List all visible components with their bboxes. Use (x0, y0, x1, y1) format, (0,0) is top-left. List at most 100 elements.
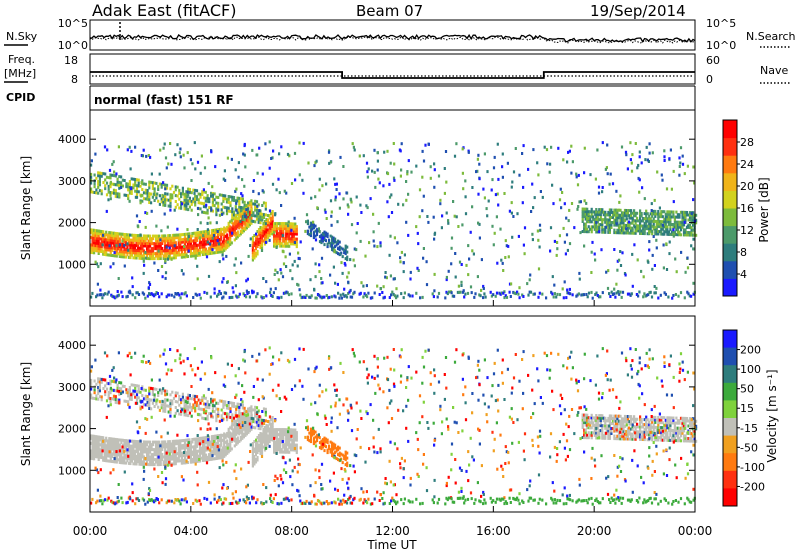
velocity-cell (90, 449, 93, 453)
power-cell (329, 273, 332, 277)
power-cell (241, 210, 244, 214)
velocity-cell (141, 445, 144, 449)
power-cell (100, 237, 103, 241)
power-cell (563, 202, 566, 206)
power-cell (279, 237, 282, 241)
velocity-cell (212, 452, 215, 456)
velocity-cell (112, 388, 116, 392)
power-cell (523, 252, 526, 256)
velocity-cell (174, 394, 177, 398)
power-cell (204, 252, 208, 256)
velocity-cell (173, 452, 176, 456)
power-cell (115, 242, 118, 246)
power-cell (153, 244, 156, 248)
velocity-cell (108, 444, 111, 448)
power-cell (335, 251, 338, 255)
power-cell (124, 238, 127, 242)
power-cell (376, 168, 379, 172)
power-cell (104, 187, 107, 191)
velocity-cell (116, 383, 119, 387)
power-cell (217, 245, 220, 249)
power-cell (136, 251, 140, 255)
power-cell (114, 174, 117, 178)
power-cell (111, 249, 114, 252)
velocity-cell (286, 435, 289, 439)
power-cell (93, 191, 96, 194)
power-cell (145, 154, 148, 158)
power-cell (229, 237, 232, 241)
velocity-cell (158, 463, 161, 467)
velocity-cell (217, 402, 220, 405)
power-cell (96, 293, 99, 297)
power-cell (259, 221, 262, 225)
power-cell (215, 240, 218, 244)
velocity-cell (139, 442, 143, 446)
velocity-cell (282, 430, 285, 434)
power-cell (243, 212, 246, 216)
power-cell (148, 283, 152, 286)
velocity-cell (176, 400, 179, 404)
power-cell (320, 238, 323, 242)
power-cell (280, 232, 283, 236)
velocity-cell (118, 458, 121, 462)
power-cell (679, 233, 683, 237)
power-cell (276, 229, 279, 233)
power-cell (164, 203, 167, 207)
power-cell (139, 199, 142, 203)
power-cell (252, 219, 255, 223)
velocity-cell (268, 435, 271, 438)
power-cell (583, 227, 586, 231)
power-cell (147, 249, 150, 253)
power-cell (259, 226, 262, 229)
power-cell (194, 203, 197, 207)
power-cell (337, 252, 340, 256)
power-cell (124, 243, 127, 247)
power-cell (537, 173, 540, 177)
power-cell (271, 212, 274, 216)
power-cell (282, 224, 285, 228)
power-cell (362, 284, 365, 288)
power-cell (250, 201, 253, 205)
power-cell (117, 234, 120, 238)
power-cell (112, 188, 116, 192)
power-cell (347, 205, 350, 209)
power-cell (655, 286, 658, 290)
power-cell (211, 239, 214, 243)
power-cell (105, 240, 108, 244)
power-cell (643, 292, 646, 296)
power-cell (160, 200, 163, 204)
power-cell (160, 197, 163, 201)
velocity-cell (161, 458, 164, 461)
power-cell (418, 188, 422, 192)
power-cell (584, 217, 587, 221)
power-cell (105, 181, 109, 185)
power-cell (393, 294, 396, 298)
power-cell (186, 195, 189, 199)
power-cell (231, 286, 234, 290)
power-cell (171, 184, 174, 188)
power-cell (613, 248, 616, 251)
velocity-cell (234, 419, 237, 423)
velocity-cell (222, 411, 225, 415)
velocity-cell (236, 414, 239, 418)
power-cell (121, 252, 124, 256)
velocity-cell (286, 428, 289, 432)
velocity-cell (167, 445, 170, 449)
power-cell (395, 296, 398, 300)
power-cell (130, 189, 133, 192)
velocity-cell (248, 429, 251, 433)
power-cell (587, 291, 591, 295)
power-cell (147, 154, 150, 157)
velocity-cell (259, 434, 262, 438)
power-cell (663, 159, 666, 162)
power-cell (296, 264, 299, 268)
velocity-cell (229, 443, 232, 447)
velocity-cell (214, 452, 217, 456)
power-cell (684, 210, 687, 214)
power-cell (506, 161, 509, 165)
power-cell (613, 213, 616, 217)
velocity-cell (107, 396, 110, 400)
power-cell (494, 193, 497, 197)
power-cell (180, 255, 183, 259)
velocity-cell (128, 388, 131, 392)
